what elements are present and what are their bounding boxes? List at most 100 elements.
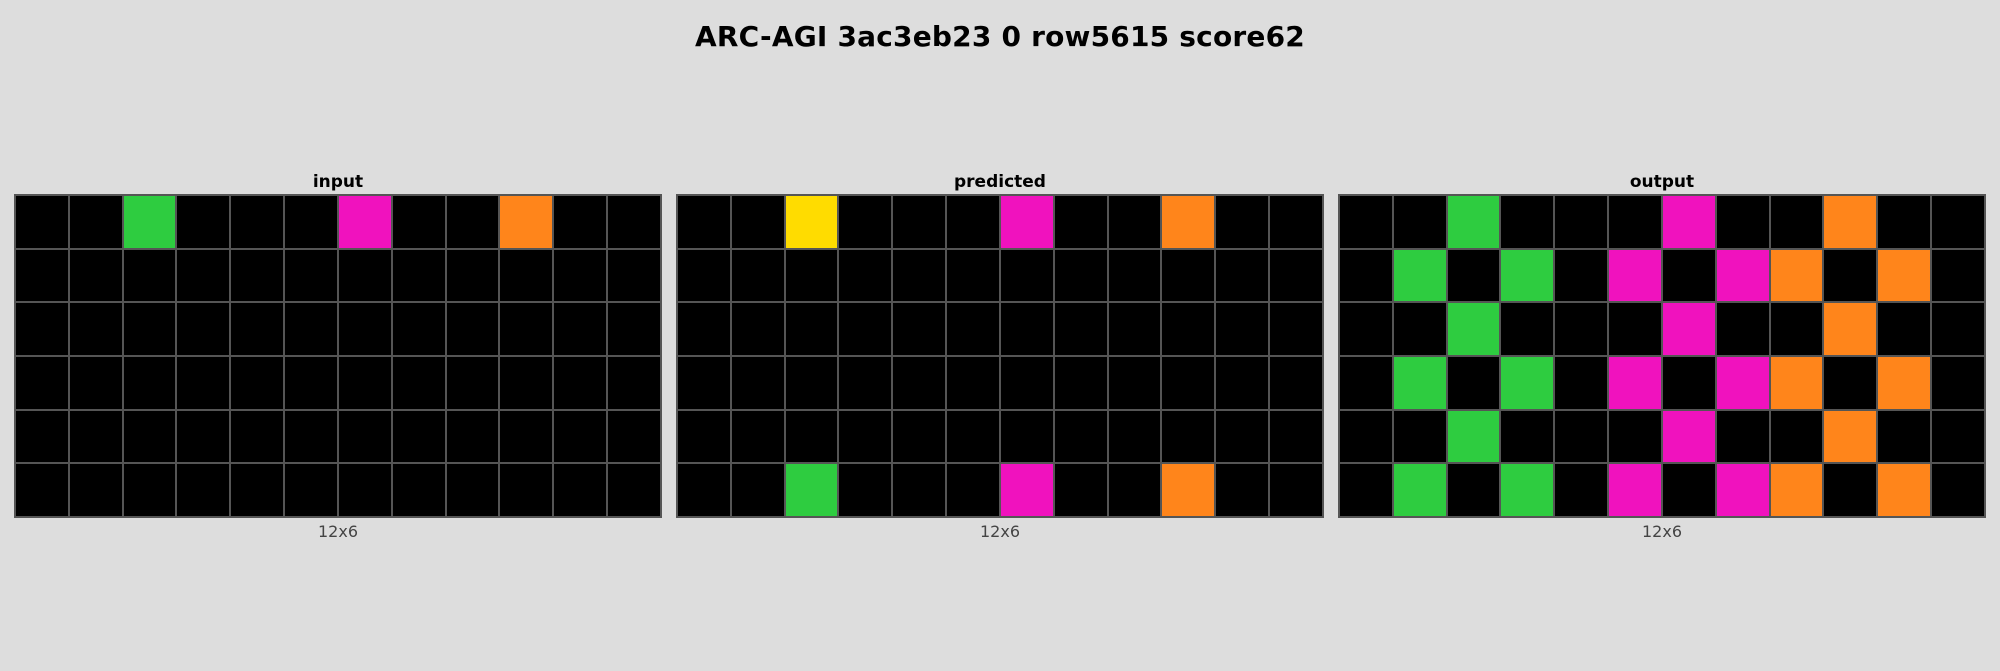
grid-cell [1446,195,1501,249]
grid-cell [946,356,1000,410]
grid-cell [176,409,231,464]
output-size-label: 12x6 [1641,522,1682,541]
grid-cell [677,356,731,410]
grid-cell [499,409,554,464]
grid-cell [607,302,661,356]
grid-cell [1161,248,1216,303]
grid-cell [284,195,338,249]
grid-cell [730,463,785,517]
grid-cell [1215,195,1270,249]
grid-cell [284,302,338,356]
grid-cell [1769,463,1824,517]
grid-cell [1931,409,1985,464]
grid-cell [122,302,177,356]
grid-cell [230,463,285,517]
grid-cell [838,302,893,356]
grid-cell [892,409,947,464]
grid-cell [230,302,285,356]
grid-cell [1715,409,1770,464]
grid-cell [1339,302,1393,356]
grid-cell [1107,195,1162,249]
grid-cell [1053,463,1108,517]
grid-cell [1107,248,1162,303]
predicted-size-label: 12x6 [979,522,1020,541]
grid-cell [838,195,893,249]
grid-cell [1554,409,1609,464]
grid-cell [1053,195,1108,249]
grid-cell [499,302,554,356]
grid-cell [607,356,661,410]
grid-cell [1500,195,1555,249]
grid-cell [946,463,1000,517]
grid-cell [1339,356,1393,410]
grid-cell [1823,302,1878,356]
grid-cell [1053,248,1108,303]
grid-cell [1769,409,1824,464]
grid-cell [176,248,231,303]
grid-cell [1877,195,1932,249]
grid-cell [445,463,500,517]
grid-cell [284,463,338,517]
grid-cell [1823,195,1878,249]
grid-cell [1339,463,1393,517]
predicted-panel: predicted 12x6 [676,170,1324,541]
grid-cell [391,302,446,356]
grid-cell [1107,463,1162,517]
grid-cell [1215,302,1270,356]
grid-cell [784,463,839,517]
grid-cell [499,356,554,410]
grid-cell [553,302,608,356]
input-size-label: 12x6 [317,522,358,541]
grid-cell [445,409,500,464]
grid-cell [1554,248,1609,303]
grid-cell [784,409,839,464]
grid-cell [999,463,1054,517]
grid-cell [553,463,608,517]
grid-cell [499,195,554,249]
grid-cell [1661,463,1716,517]
grid-cell [1500,302,1555,356]
grid-cell [730,248,785,303]
grid-cell [1161,463,1216,517]
grid-cell [1715,356,1770,410]
grid-cell [892,195,947,249]
grid-cell [1931,356,1985,410]
grid-cell [677,195,731,249]
grid-cell [1392,463,1447,517]
grid-cell [677,463,731,517]
grid-cell [892,356,947,410]
grid-cell [1608,409,1662,464]
grid-cell [1392,248,1447,303]
grid-cell [607,195,661,249]
grid-cell [1269,409,1323,464]
grid-cell [999,356,1054,410]
grid-cell [1269,302,1323,356]
grid-cell [784,248,839,303]
output-panel: output 12x6 [1338,170,1986,541]
grid-cell [1661,356,1716,410]
grid-cell [337,195,392,249]
grid-cell [1715,248,1770,303]
grid-cell [607,463,661,517]
grid-cell [1715,302,1770,356]
grid-cell [1339,248,1393,303]
grid-cell [337,302,392,356]
grid-cell [445,302,500,356]
grid-cell [230,409,285,464]
grid-cell [15,356,69,410]
grid-cell [730,302,785,356]
grid-cell [1554,302,1609,356]
grid-cell [1608,248,1662,303]
grid-cell [999,248,1054,303]
grid-cell [15,248,69,303]
grid-cell [391,463,446,517]
predicted-panel-title: predicted [954,172,1046,192]
grid-cell [1215,409,1270,464]
grid-cell [445,195,500,249]
grid-cell [892,302,947,356]
grid-cell [607,409,661,464]
grid-cell [1931,463,1985,517]
grid-cell [445,248,500,303]
grid-cell [391,409,446,464]
grid-cell [122,195,177,249]
